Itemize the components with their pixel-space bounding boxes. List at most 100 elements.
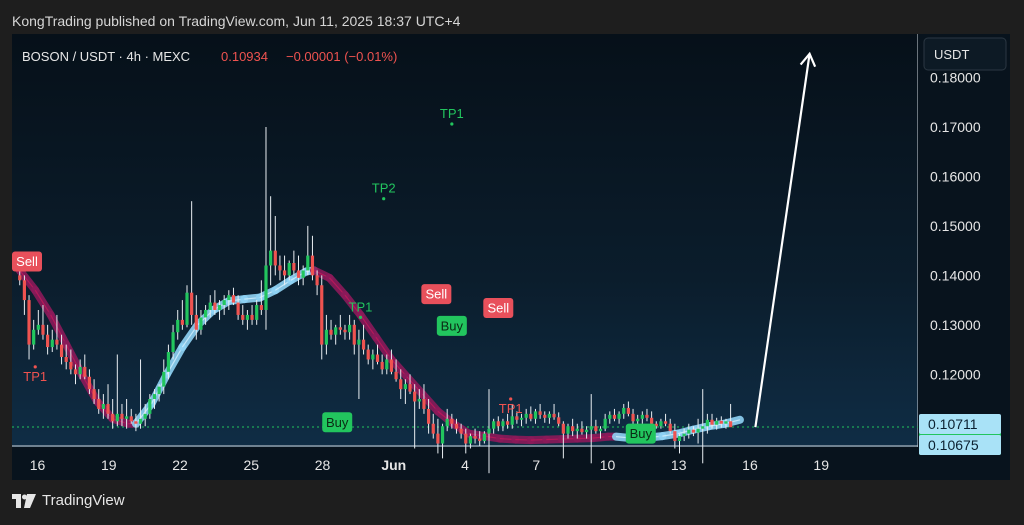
- candle-up: [715, 420, 719, 425]
- candle-down: [352, 324, 356, 345]
- candle-down: [478, 438, 482, 442]
- candle-up: [36, 324, 40, 330]
- candle-down: [361, 339, 366, 350]
- candle-down: [236, 302, 240, 315]
- candle-down: [259, 305, 263, 310]
- sell-signal[interactable]: Sell: [12, 251, 42, 272]
- buy-signal[interactable]: Buy: [436, 315, 467, 336]
- chart-frame[interactable]: Sell TP1 Buy TP1 TP2 TP1 Sell Buy Sell TP1 Buy BOS…: [12, 34, 1010, 480]
- candle-down: [180, 319, 184, 325]
- publish-header: KongTrading published on TradingView.com…: [0, 0, 1024, 34]
- buy-signal-bg: [436, 315, 467, 336]
- candle-down: [231, 295, 236, 303]
- candle-up: [245, 314, 250, 320]
- candle-up: [501, 421, 505, 427]
- candle-down: [710, 419, 714, 425]
- trend-band-core: [344, 294, 361, 316]
- sell-signal[interactable]: Sell: [483, 298, 514, 319]
- candle-up: [306, 255, 310, 271]
- projection-arrow[interactable]: [754, 51, 817, 428]
- currency-button-bg[interactable]: [923, 37, 1007, 71]
- symbol-name: BOSON / USDT · 4h · MEXC: [22, 49, 190, 64]
- candle-down: [320, 285, 324, 345]
- candle-up: [589, 426, 593, 430]
- candle-down: [106, 403, 110, 414]
- tp-label: TP1: [499, 401, 523, 416]
- buy-signal-label: Buy: [630, 426, 653, 441]
- symbol-legend[interactable]: BOSON / USDT · 4h · MEXC 0.10934 −0.0000…: [22, 49, 397, 64]
- candle-up: [696, 428, 700, 433]
- candle-up: [185, 292, 189, 325]
- buy-signal-label: Buy: [441, 318, 464, 333]
- currency-button[interactable]: USDT: [923, 37, 1007, 71]
- candle-up: [371, 354, 375, 360]
- tradingview-brand[interactable]: TradingView: [12, 492, 125, 509]
- candle-up: [152, 394, 157, 400]
- candle-up: [32, 329, 36, 345]
- price-chart[interactable]: Sell TP1 Buy TP1 TP2 TP1 Sell Buy Sell TP1 Buy BOS…: [12, 34, 1010, 480]
- projection-arrow-shaft: [754, 53, 811, 428]
- trend-price-badge: [919, 414, 1001, 434]
- tp-dot: [509, 397, 513, 401]
- buy-signal[interactable]: Buy: [322, 412, 353, 433]
- last-price-text: 0.10934: [221, 49, 268, 64]
- tp-label: TP1: [349, 299, 373, 314]
- candle-down: [496, 421, 500, 427]
- candle-down: [213, 302, 217, 310]
- candle-down: [719, 420, 723, 424]
- candle-down: [631, 413, 635, 422]
- candle-down: [64, 356, 68, 362]
- x-tick-label: 28: [315, 457, 331, 473]
- candle-down: [22, 280, 26, 301]
- x-axis-ticks: 16 19 22 25 28 Jun 4 7 10 13 16 19: [30, 457, 829, 473]
- candle-up: [445, 418, 449, 427]
- candle-up: [101, 403, 105, 409]
- candle-up: [385, 359, 389, 370]
- candle-up: [125, 416, 129, 419]
- sell-signal[interactable]: Sell: [421, 284, 452, 305]
- candle-down: [315, 275, 319, 286]
- candle-down: [366, 349, 370, 360]
- candle-up: [482, 433, 486, 442]
- candle-down: [626, 407, 630, 414]
- buy-signal[interactable]: Buy: [625, 423, 656, 444]
- candle-down: [190, 292, 194, 315]
- candle-up: [598, 428, 603, 432]
- candle-down: [571, 426, 575, 432]
- candle-up: [217, 305, 222, 310]
- y-tick-label: 0.13000: [930, 317, 981, 333]
- candle-up: [468, 436, 473, 444]
- candle-up: [492, 421, 496, 429]
- candle-down: [120, 413, 124, 419]
- candle-down: [134, 421, 138, 424]
- projection-arrow-head: [799, 51, 817, 68]
- candle-down: [454, 423, 459, 429]
- candle-up: [724, 421, 728, 424]
- candle-down: [375, 354, 380, 362]
- take-profit-marker: TP1: [440, 106, 464, 126]
- candle-up: [533, 411, 538, 419]
- candle-up: [287, 262, 291, 276]
- candle-down: [505, 421, 510, 425]
- buy-signal-label: Buy: [326, 415, 349, 430]
- candle-down: [645, 414, 649, 418]
- trend-band-core: [34, 289, 52, 316]
- candle-up: [417, 399, 421, 402]
- candle-down: [394, 371, 398, 380]
- candle-down: [673, 431, 677, 442]
- candle-down: [129, 416, 133, 422]
- trend-price-badge: [919, 435, 1001, 455]
- candle-down: [612, 414, 617, 419]
- sell-signal-bg: [421, 284, 452, 305]
- candle-down: [241, 314, 245, 320]
- candle-down: [594, 426, 598, 432]
- candle-up: [171, 332, 175, 353]
- candle-down: [543, 414, 547, 418]
- candle-down: [515, 416, 519, 420]
- tp-dot: [33, 365, 37, 369]
- y-axis-ticks: 0.18000 0.17000 0.16000 0.15000 0.14000 0.130…: [930, 70, 981, 383]
- price-change-text: −0.00001 (−0.01%): [286, 49, 397, 64]
- candle-up: [357, 339, 361, 345]
- candle-down: [296, 270, 301, 278]
